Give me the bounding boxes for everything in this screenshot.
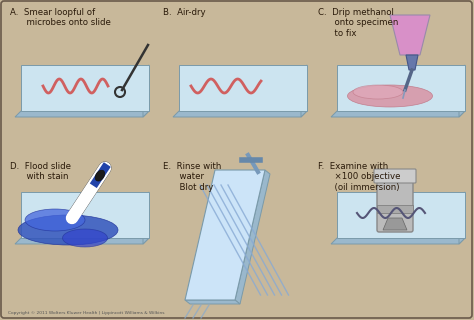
Polygon shape — [390, 15, 430, 55]
Ellipse shape — [353, 85, 403, 99]
Polygon shape — [459, 192, 465, 244]
Polygon shape — [337, 192, 465, 238]
Polygon shape — [185, 300, 240, 304]
Polygon shape — [406, 55, 418, 70]
Polygon shape — [143, 192, 149, 244]
Polygon shape — [383, 218, 407, 230]
Polygon shape — [331, 238, 465, 244]
Text: Copyright © 2011 Wolters Kluwer Health | Lippincott Williams & Wilkins: Copyright © 2011 Wolters Kluwer Health |… — [8, 311, 164, 315]
Polygon shape — [235, 170, 270, 304]
Ellipse shape — [347, 85, 432, 107]
Polygon shape — [21, 192, 149, 238]
Polygon shape — [15, 111, 149, 117]
Polygon shape — [143, 65, 149, 117]
Text: F.  Examine with
      ×100 objective
      (oil immersion): F. Examine with ×100 objective (oil imme… — [318, 162, 401, 192]
Polygon shape — [459, 65, 465, 117]
Polygon shape — [21, 65, 149, 111]
Ellipse shape — [25, 209, 85, 231]
FancyBboxPatch shape — [377, 205, 413, 213]
Ellipse shape — [18, 215, 118, 245]
Polygon shape — [185, 170, 265, 300]
Polygon shape — [179, 65, 307, 111]
Polygon shape — [337, 65, 465, 111]
FancyBboxPatch shape — [377, 173, 413, 232]
Text: B.  Air-dry: B. Air-dry — [163, 8, 206, 17]
Ellipse shape — [63, 229, 108, 247]
Polygon shape — [173, 111, 307, 117]
Text: A.  Smear loopful of
      microbes onto slide: A. Smear loopful of microbes onto slide — [10, 8, 111, 28]
Polygon shape — [301, 65, 307, 117]
FancyBboxPatch shape — [374, 169, 416, 183]
Text: D.  Flood slide
      with stain: D. Flood slide with stain — [10, 162, 71, 181]
Ellipse shape — [95, 170, 105, 181]
Text: E.  Rinse with
      water
      Blot dry: E. Rinse with water Blot dry — [163, 162, 221, 192]
Polygon shape — [331, 111, 465, 117]
Text: C.  Drip methanol
      onto specimen
      to fix: C. Drip methanol onto specimen to fix — [318, 8, 398, 38]
Polygon shape — [15, 238, 149, 244]
